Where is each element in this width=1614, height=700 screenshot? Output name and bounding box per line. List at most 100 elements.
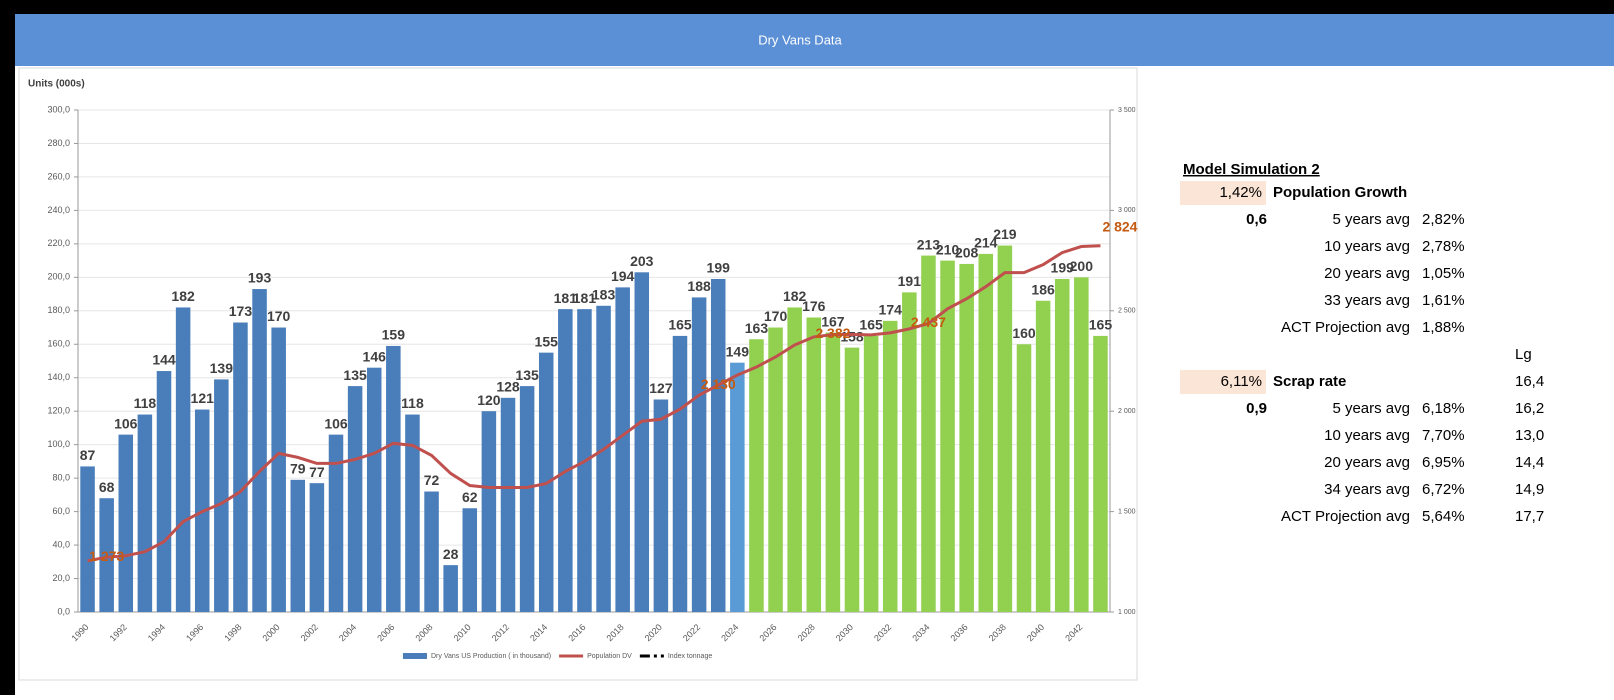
left-edge — [0, 0, 15, 695]
y-tick-label: 180,0 — [47, 305, 70, 315]
y-tick-label: 120,0 — [47, 406, 70, 416]
bar-label: 165 — [859, 317, 883, 333]
bar-label: 193 — [248, 270, 272, 286]
bar-label: 149 — [726, 343, 750, 359]
line-label: 2 824 — [1102, 218, 1137, 234]
y-axis-label: Units (000s) — [28, 79, 85, 90]
bar — [1093, 335, 1108, 612]
header-bar — [15, 14, 1614, 66]
y-tick-label: 40,0 — [52, 539, 70, 549]
section-label: Scrap rate — [1273, 373, 1346, 390]
bar-label: 106 — [114, 415, 138, 431]
rate-box — [1180, 181, 1266, 205]
bar-label: 170 — [267, 308, 291, 324]
bar-label: 72 — [424, 472, 440, 488]
bar — [500, 397, 516, 612]
bar-label: 68 — [99, 479, 115, 495]
line — [87, 244, 1101, 563]
bar — [462, 508, 478, 612]
legend-swatch — [403, 653, 427, 659]
bar-label: 165 — [1089, 317, 1113, 333]
bar-label: 135 — [343, 367, 367, 383]
bar-label: 159 — [382, 327, 406, 343]
bar — [1035, 300, 1051, 612]
bar-label: 214 — [974, 235, 998, 251]
bar-label: 186 — [1031, 281, 1055, 297]
row-label: 20 years avg — [1324, 265, 1410, 282]
bar-label: 199 — [1051, 260, 1075, 276]
bar — [768, 327, 783, 612]
bar-label: 118 — [401, 395, 424, 411]
bar-label: 135 — [515, 367, 539, 383]
bar-label: 139 — [210, 360, 234, 376]
y-tick-label: 20,0 — [52, 573, 70, 583]
bar — [844, 347, 860, 612]
row-value: 6,95% — [1422, 454, 1465, 471]
row-label: ACT Projection avg — [1281, 508, 1410, 525]
y-tick-label: 280,0 — [47, 138, 70, 148]
bar-label: 208 — [955, 245, 979, 261]
bar — [271, 327, 286, 612]
bar-label: 191 — [898, 273, 922, 289]
row-label: 10 years avg — [1324, 238, 1410, 255]
bar-label: 120 — [477, 392, 501, 408]
bar — [328, 434, 344, 612]
bar-label: 155 — [535, 333, 559, 349]
bar-label: 200 — [1070, 258, 1094, 274]
rate: 1,42% — [1219, 184, 1262, 201]
bar-label: 127 — [649, 380, 673, 396]
bar — [366, 367, 382, 612]
bar-label: 181 — [573, 290, 597, 306]
legend-label: Population DV — [587, 653, 632, 660]
rate-box — [1180, 370, 1266, 394]
row-value: 1,88% — [1422, 319, 1465, 336]
bar-label: 219 — [993, 226, 1017, 242]
bar-label: 213 — [917, 236, 941, 252]
bar-label: 144 — [152, 352, 176, 368]
bar — [615, 287, 630, 612]
bar — [1054, 279, 1070, 612]
bar — [214, 379, 229, 612]
row-label: 20 years avg — [1324, 454, 1410, 471]
row-value: 7,70% — [1422, 427, 1465, 444]
lg-value: 14,4 — [1515, 454, 1544, 471]
bar-label: 176 — [802, 298, 826, 314]
y-tick-label: 260,0 — [47, 171, 70, 181]
bar-label: 62 — [462, 489, 478, 505]
bar — [653, 399, 669, 612]
row-label: 5 years avg — [1332, 400, 1410, 417]
bar — [424, 491, 439, 612]
bar-label: 170 — [764, 308, 788, 324]
bar — [118, 434, 134, 612]
bar — [825, 332, 841, 612]
y-tick-label: 160,0 — [47, 339, 70, 349]
y-tick-label: 300,0 — [47, 104, 70, 114]
bar — [309, 483, 325, 612]
bar-label: 174 — [879, 302, 903, 318]
y-tick-label: 240,0 — [47, 205, 70, 215]
bar-label: 167 — [821, 313, 845, 329]
y-tick-label: 80,0 — [52, 473, 70, 483]
bar — [921, 255, 936, 612]
bar — [481, 411, 497, 612]
bar-label: 106 — [324, 415, 348, 431]
row-value: 1,05% — [1422, 265, 1465, 282]
lg-value: 14,9 — [1515, 481, 1544, 498]
y-tick-label: 60,0 — [52, 506, 70, 516]
y-tick-label: 140,0 — [47, 372, 70, 382]
bar — [978, 253, 994, 612]
bar-label: 163 — [745, 320, 769, 336]
bar-label: 181 — [554, 290, 578, 306]
bar-label: 87 — [80, 447, 96, 463]
bar-label: 210 — [936, 241, 960, 257]
bar — [386, 345, 401, 612]
bar-label: 160 — [1012, 325, 1036, 341]
bar-label: 165 — [668, 317, 692, 333]
row-value: 6,72% — [1422, 481, 1465, 498]
bar-label: 118 — [134, 395, 157, 411]
bar-label: 146 — [363, 348, 387, 364]
line-label: 2 437 — [911, 314, 946, 330]
bar — [806, 317, 822, 612]
lg-value: 16,2 — [1515, 400, 1544, 417]
